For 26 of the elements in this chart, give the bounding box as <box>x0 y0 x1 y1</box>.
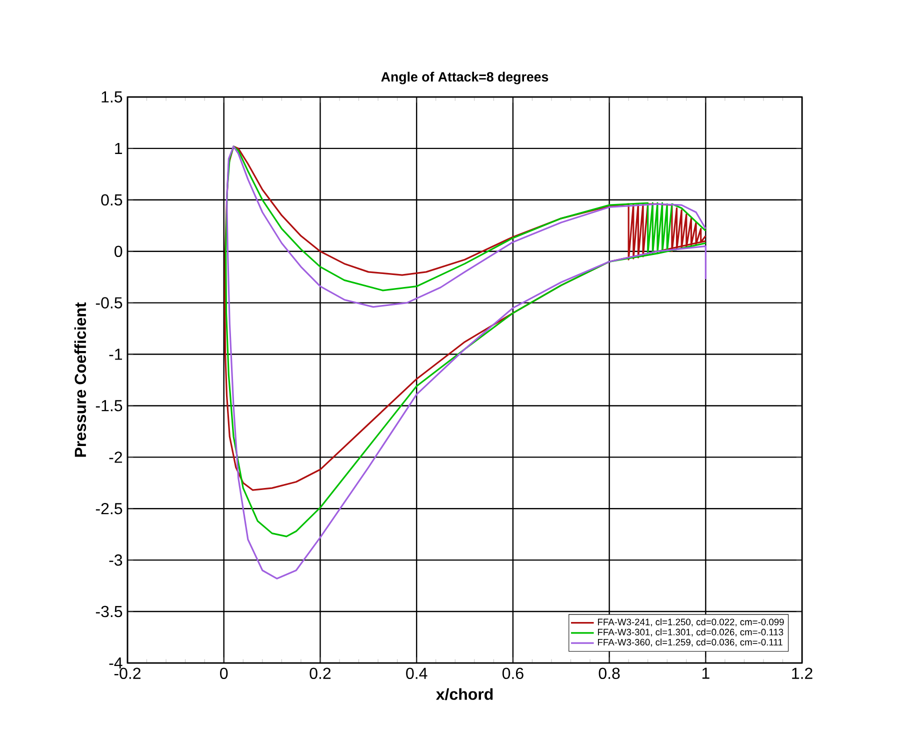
y-tick-label: 1.5 <box>102 91 122 103</box>
x-tick-label: 1 <box>702 668 710 679</box>
legend-label: FFA-W3-241, cl=1.250, cd=0.022, cm=-0.099 <box>598 618 784 626</box>
legend-label: FFA-W3-360, cl=1.259, cd=0.036, cm=-0.111 <box>598 638 782 647</box>
x-axis-title: x/chord <box>436 688 493 700</box>
y-tick-label: -3.5 <box>96 606 122 618</box>
y-tick-label: -3 <box>109 554 122 566</box>
y-tick-label: -0.5 <box>96 297 122 308</box>
y-tick-label: 0 <box>114 246 122 258</box>
y-tick-label: -1 <box>109 348 122 360</box>
x-tick-label: 1.2 <box>792 668 812 679</box>
legend-label: FFA-W3-301, cl=1.301, cd=0.026, cm=-0.113 <box>598 628 784 636</box>
y-tick-label: -2.5 <box>96 502 122 514</box>
chart-title: Angle of Attack=8 degrees <box>381 72 548 84</box>
y-tick-label: -1.5 <box>96 400 122 412</box>
x-tick-label: 0.6 <box>502 668 524 680</box>
y-tick-label: -2 <box>109 452 122 463</box>
x-tick-label: -0.2 <box>114 668 140 680</box>
y-tick-label: 0.5 <box>101 194 122 206</box>
y-tick-label: -4 <box>109 657 122 668</box>
x-tick-label: 0.4 <box>406 668 428 680</box>
x-tick-label: 0 <box>220 668 228 680</box>
x-tick-label: 0.8 <box>598 668 620 680</box>
y-tick-label: 1 <box>115 142 122 154</box>
x-tick-label: 0.2 <box>310 668 331 680</box>
y-axis-title: Pressure Coefficient <box>74 302 86 457</box>
